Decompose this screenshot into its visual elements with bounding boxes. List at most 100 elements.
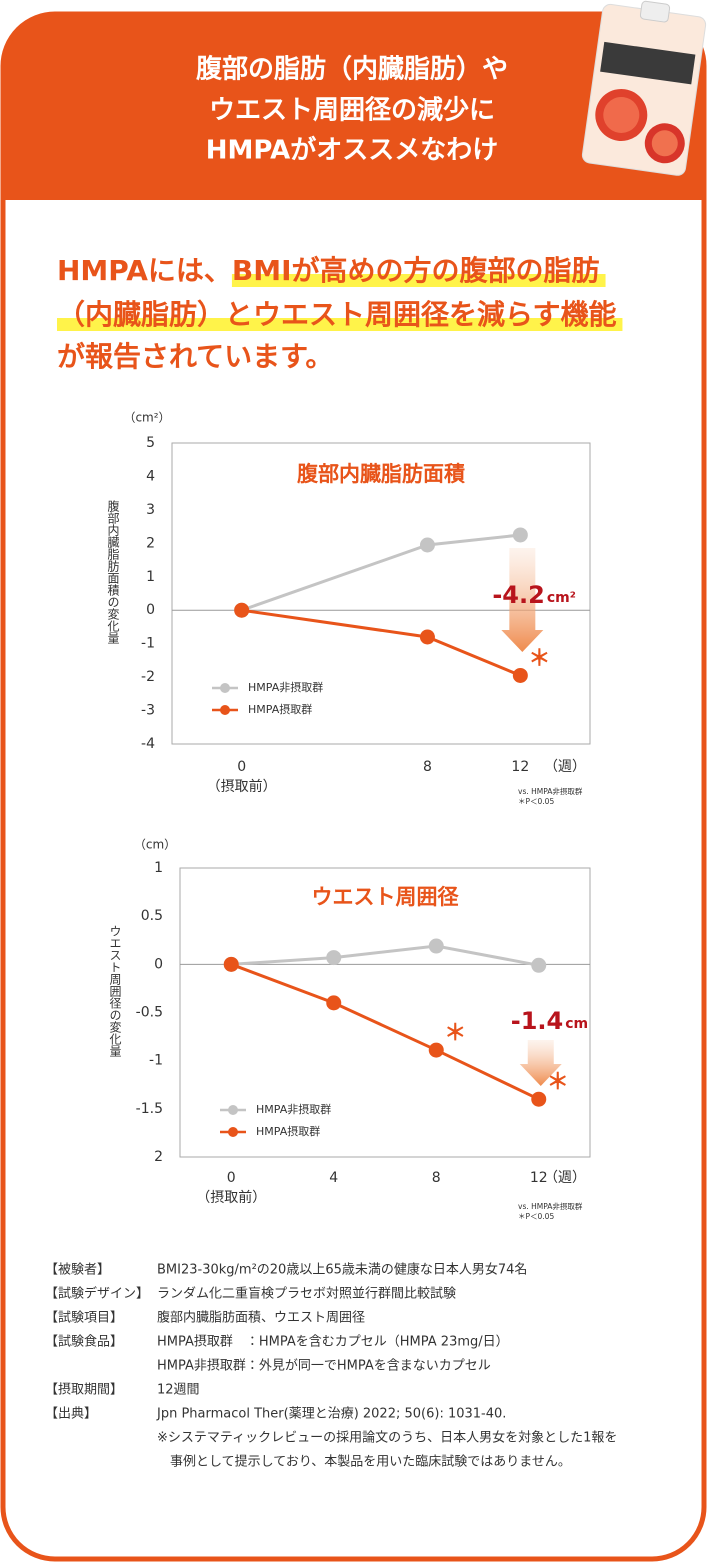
- y-axis-label: ウエスト周囲径の変化量: [108, 925, 122, 1057]
- footnote: vs. HMPA非摂取群: [518, 786, 583, 796]
- data-point: [326, 950, 342, 966]
- header-band: [3, 14, 704, 200]
- row-value: 事例として提示しており、本製品を用いた臨床試験ではありません。: [157, 1454, 571, 1470]
- annotation: -1.4: [511, 1007, 563, 1035]
- y-tick-label: 4: [146, 468, 155, 484]
- lead-text: が報告されています。: [57, 340, 333, 373]
- row-value: ※システマティックレビューの採用論文のうち、日本人男女を対象とした1報を: [157, 1430, 617, 1446]
- legend-marker: [220, 705, 230, 715]
- arrow: [501, 548, 544, 652]
- legend-label: HMPA摂取群: [256, 1124, 320, 1138]
- chart-title: 腹部内臓脂肪面積: [297, 462, 466, 486]
- significance-mark: ＊: [547, 1070, 569, 1095]
- legend-label: HMPA摂取群: [248, 702, 312, 716]
- y-tick-label: 0: [154, 956, 163, 972]
- data-point: [419, 629, 435, 645]
- row-value: HMPA非摂取群：外見が同一でHMPAを含まないカプセル: [157, 1358, 491, 1374]
- lead-text: （内臓脂肪）とウエスト周囲径を減らす機能: [57, 298, 616, 331]
- plot-area: [179, 867, 591, 1158]
- x-tick-label: 12: [530, 1170, 548, 1186]
- header-line: 腹部の脂肪（内臓脂肪）や: [195, 54, 508, 85]
- data-point: [428, 1042, 444, 1058]
- data-point: [512, 527, 528, 543]
- y-tick-label: 0.5: [141, 908, 163, 924]
- row-label: 【試験食品】: [45, 1335, 123, 1350]
- data-point: [419, 537, 435, 553]
- row-label: 【出典】: [45, 1407, 97, 1422]
- lead-text: BMIが高めの方の腹部の脂肪: [232, 254, 600, 287]
- x-tick-label: 0: [227, 1170, 236, 1186]
- row-label: 【試験項目】: [45, 1311, 123, 1326]
- y-tick-label: 1: [154, 860, 163, 876]
- y-tick-label: -3: [141, 703, 155, 719]
- row-value: ランダム化二重盲検プラセボ対照並行群間比較試験: [157, 1286, 456, 1302]
- data-point: [428, 938, 444, 954]
- y-unit: （cm²）: [123, 411, 170, 425]
- header-line: ウエスト周囲径の減少に: [209, 96, 495, 126]
- row-value: BMI23-30kg/m²の20歳以上65歳未満の健康な日本人男女74名: [157, 1262, 527, 1278]
- data-point: [234, 602, 250, 618]
- x-tick-label: 8: [432, 1170, 441, 1186]
- annotation-unit: cm²: [547, 590, 576, 606]
- lead-text: HMPAには、: [57, 254, 232, 287]
- data-point: [531, 1091, 547, 1107]
- product-image: [581, 0, 707, 176]
- y-tick-label: 0: [146, 602, 155, 618]
- x-tick-label: 0: [237, 759, 246, 775]
- lead: HMPAには、 BMIが高めの方の腹部の脂肪 （内臓脂肪）とウエスト周囲径を減らす機…: [57, 254, 623, 373]
- y-tick-label: -1.5: [136, 1101, 163, 1117]
- series-line: [231, 944, 540, 967]
- y-tick-label: -0.5: [136, 1005, 163, 1021]
- series-line: [230, 962, 540, 1101]
- data-point: [223, 956, 239, 972]
- annotation: -4.2: [492, 581, 544, 609]
- footnote: ＊P＜0.05: [518, 797, 554, 806]
- data-point: [326, 995, 342, 1011]
- y-axis-label: 腹部内臓脂肪面積の変化量: [106, 500, 120, 644]
- x-tick-label: 8: [423, 759, 432, 775]
- arrow: [519, 1040, 562, 1086]
- chart: （cm） ウエスト周囲径の変化量 2 -1.5 -1 -0.5 0 0.5 1 0 4 8 12 （摂取前…: [108, 838, 591, 1221]
- y-tick-label: -1: [149, 1053, 163, 1069]
- row-value: Jpn Pharmacol Ther(薬理と治療) 2022; 50(6): 1…: [156, 1407, 506, 1422]
- card: [3, 14, 704, 1559]
- x-unit: （週）: [544, 759, 586, 775]
- y-tick-label: -1: [141, 636, 155, 652]
- header-line: HMPAがオススメなわけ: [206, 135, 498, 166]
- legend-marker: [220, 683, 230, 693]
- significance-mark: ＊: [528, 646, 550, 671]
- x-sublabel: （摂取前）: [196, 1189, 266, 1206]
- y-tick-label: -4: [141, 736, 155, 752]
- significance-mark: ＊: [444, 1021, 466, 1046]
- legend-marker: [228, 1127, 238, 1137]
- row-value: 腹部内臓脂肪面積、ウエスト周囲径: [157, 1310, 365, 1326]
- y-unit: （cm）: [134, 838, 176, 852]
- row-label: 【摂取期間】: [45, 1382, 123, 1398]
- y-tick-label: 3: [146, 502, 155, 518]
- row-label: 【被験者】: [45, 1263, 110, 1278]
- annotation-unit: cm: [565, 1016, 588, 1032]
- row-value: 12週間: [157, 1383, 200, 1398]
- y-tick-label: 2: [154, 1149, 163, 1165]
- data-point: [531, 957, 547, 973]
- study-table: 【被験者】 BMI23-30kg/m²の20歳以上65歳未満の健康な日本人男女74…: [45, 1262, 617, 1470]
- x-unit: （週）: [544, 1170, 586, 1186]
- x-sublabel: （摂取前）: [207, 778, 277, 795]
- header-title: 腹部の脂肪（内臓脂肪）や ウエスト周囲径の減少に HMPAがオススメなわけ: [195, 54, 508, 166]
- row-value: HMPA摂取群 ：HMPAを含むカプセル（HMPA 23mg/日）: [157, 1334, 509, 1350]
- legend-label: HMPA非摂取群: [256, 1102, 331, 1116]
- y-tick-label: 2: [146, 535, 155, 551]
- highlight: [231, 274, 606, 287]
- card-border: [0, 11, 707, 1562]
- x-tick-label: 4: [329, 1170, 338, 1186]
- footnote: ＊P＜0.05: [518, 1212, 554, 1221]
- y-tick-label: -2: [141, 669, 155, 685]
- legend-marker: [228, 1105, 238, 1115]
- footnote: vs. HMPA非摂取群: [518, 1201, 583, 1211]
- data-point: [512, 667, 528, 683]
- y-tick-label: 1: [146, 569, 155, 585]
- x-tick-label: 12: [511, 759, 529, 775]
